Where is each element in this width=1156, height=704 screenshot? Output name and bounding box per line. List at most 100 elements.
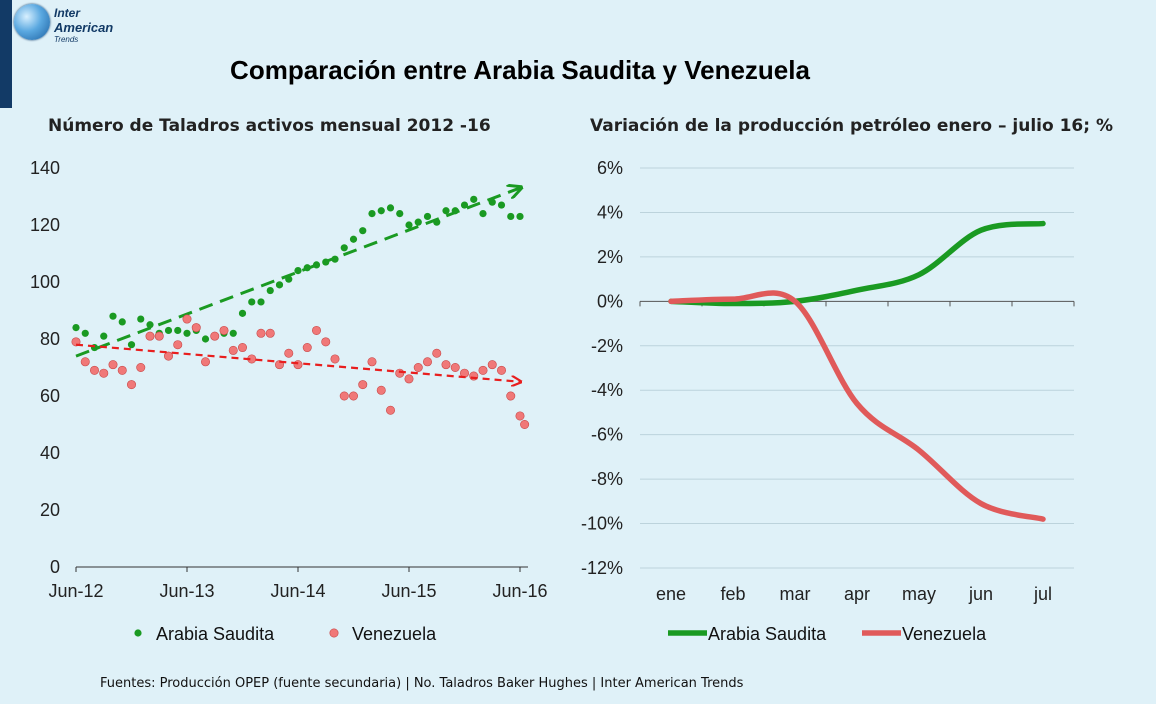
venezuela-point xyxy=(422,357,432,367)
x-tick-label: jun xyxy=(968,584,993,604)
x-tick-label: Jun-15 xyxy=(381,581,436,601)
saudi-trend-arrow xyxy=(75,188,520,358)
saudi-point xyxy=(294,267,302,275)
venezuela-point xyxy=(520,419,530,429)
venezuela-point xyxy=(145,331,155,341)
venezuela-point xyxy=(164,351,174,361)
legend-venezuela-marker xyxy=(329,628,339,638)
venezuela-point xyxy=(367,357,377,367)
legend-venezuela-label: Venezuela xyxy=(902,624,987,644)
logo-text-line1: Inter xyxy=(54,6,81,20)
venezuela-point xyxy=(191,323,201,333)
venezuela-point xyxy=(136,362,146,372)
saudi-point xyxy=(248,298,256,306)
y-tick-label: 2% xyxy=(597,247,623,267)
venezuela-point xyxy=(201,357,211,367)
venezuela-point xyxy=(515,411,525,421)
venezuela-point xyxy=(487,360,497,370)
venezuela-point xyxy=(404,374,414,384)
saudi-point xyxy=(377,207,385,215)
saudi-point xyxy=(183,329,191,337)
venezuela-point xyxy=(302,343,312,353)
y-tick-label: -6% xyxy=(591,425,623,445)
saudi-point xyxy=(442,207,450,215)
venezuela-point xyxy=(127,380,137,390)
y-tick-label: -2% xyxy=(591,336,623,356)
y-tick-label: 140 xyxy=(30,158,60,178)
venezuela-point xyxy=(450,362,460,372)
saudi-point xyxy=(164,326,173,335)
saudi-point xyxy=(349,235,358,243)
venezuela-point xyxy=(210,331,220,341)
venezuela-point xyxy=(385,405,395,415)
globe-icon xyxy=(14,4,50,40)
venezuela-point xyxy=(441,360,451,370)
venezuela-point xyxy=(154,331,164,341)
saudi-point xyxy=(109,312,117,320)
legend-saudi-marker xyxy=(134,629,142,637)
y-tick-label: 80 xyxy=(40,329,60,349)
saudi-point xyxy=(414,218,422,226)
saudi-production-line xyxy=(668,220,1046,307)
venezuela-point xyxy=(256,328,266,338)
saudi-point xyxy=(275,281,284,289)
saudi-point xyxy=(118,318,126,326)
rigs-chart-title: Número de Taladros activos mensual 2012 … xyxy=(48,116,491,136)
y-tick-label: 60 xyxy=(40,386,60,406)
venezuela-point xyxy=(376,385,386,395)
y-tick-label: 20 xyxy=(40,500,60,520)
x-tick-label: ene xyxy=(656,584,686,604)
saudi-point xyxy=(100,332,108,340)
venezuela-point xyxy=(358,380,368,390)
venezuela-point xyxy=(478,365,488,375)
x-tick-label: Jun-13 xyxy=(159,581,214,601)
saudi-point xyxy=(497,201,506,209)
x-tick-label: may xyxy=(902,584,936,604)
saudi-point xyxy=(257,298,265,306)
saudi-point xyxy=(405,221,413,229)
y-tick-label: 100 xyxy=(30,272,60,292)
saudi-point xyxy=(460,201,469,209)
y-tick-label: 120 xyxy=(30,215,60,235)
rigs-scatter-chart: Jun-12 Jun-13 Jun-14 Jun-15 Jun-16 0 20 40 60 80 1… xyxy=(30,158,548,644)
venezuela-point xyxy=(496,365,506,375)
x-tick-label: feb xyxy=(720,584,745,604)
saudi-point xyxy=(423,212,432,221)
venezuela-point xyxy=(90,365,100,375)
x-tick-label: Jun-16 xyxy=(492,581,547,601)
saudi-point xyxy=(507,212,515,221)
x-tick-label: Jun-12 xyxy=(48,581,103,601)
saudi-point xyxy=(137,315,145,323)
saudi-point xyxy=(127,341,136,349)
y-tick-label: -4% xyxy=(591,380,623,400)
venezuela-point xyxy=(173,340,183,350)
venezuela-point xyxy=(228,345,238,355)
y-tick-label: 4% xyxy=(597,202,623,222)
saudi-point xyxy=(266,286,274,295)
logo-bar xyxy=(0,0,12,108)
venezuela-point xyxy=(238,343,248,353)
venezuela-point xyxy=(99,368,109,378)
saudi-point xyxy=(81,329,89,337)
saudi-point xyxy=(72,324,80,332)
saudi-point xyxy=(516,212,524,221)
logo: Inter American Trends xyxy=(0,0,130,110)
y-tick-label: 40 xyxy=(40,443,60,463)
venezuela-point xyxy=(117,365,127,375)
venezuela-point xyxy=(339,391,349,401)
venezuela-trend-arrow xyxy=(75,343,520,382)
saudi-point xyxy=(146,321,154,329)
y-tick-label: 0 xyxy=(50,557,60,577)
y-tick-label: -10% xyxy=(581,514,623,534)
venezuela-point xyxy=(311,325,321,335)
x-tick-label: Jun-14 xyxy=(270,581,325,601)
legend-saudi-label: Arabia Saudita xyxy=(708,624,827,644)
logo-text-line2: American xyxy=(54,20,114,35)
venezuela-production-line xyxy=(668,290,1046,522)
saudi-point xyxy=(174,326,182,335)
venezuela-point xyxy=(265,328,275,338)
venezuela-point xyxy=(80,357,90,367)
logo-text-line3: Trends xyxy=(54,35,79,44)
page-title: Comparación entre Arabia Saudita y Venez… xyxy=(230,55,810,85)
